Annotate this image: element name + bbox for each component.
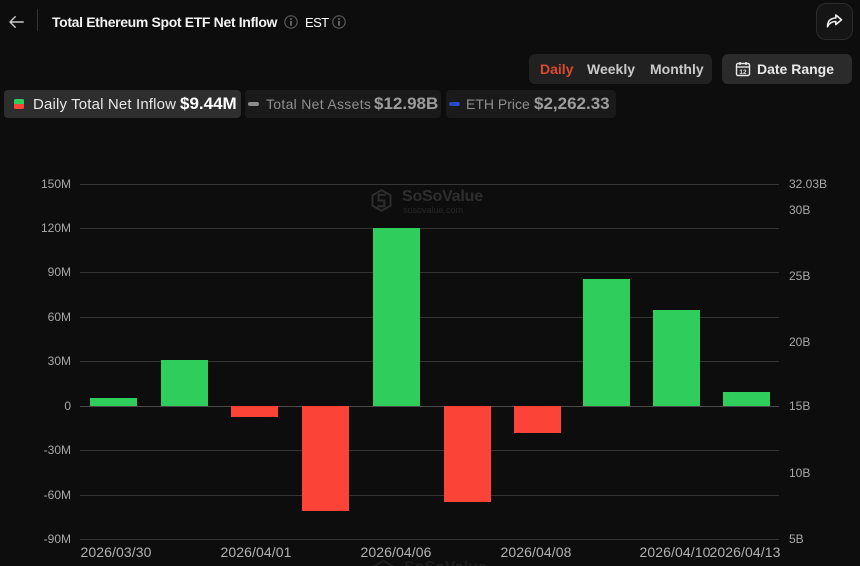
- svg-text:12: 12: [739, 69, 747, 76]
